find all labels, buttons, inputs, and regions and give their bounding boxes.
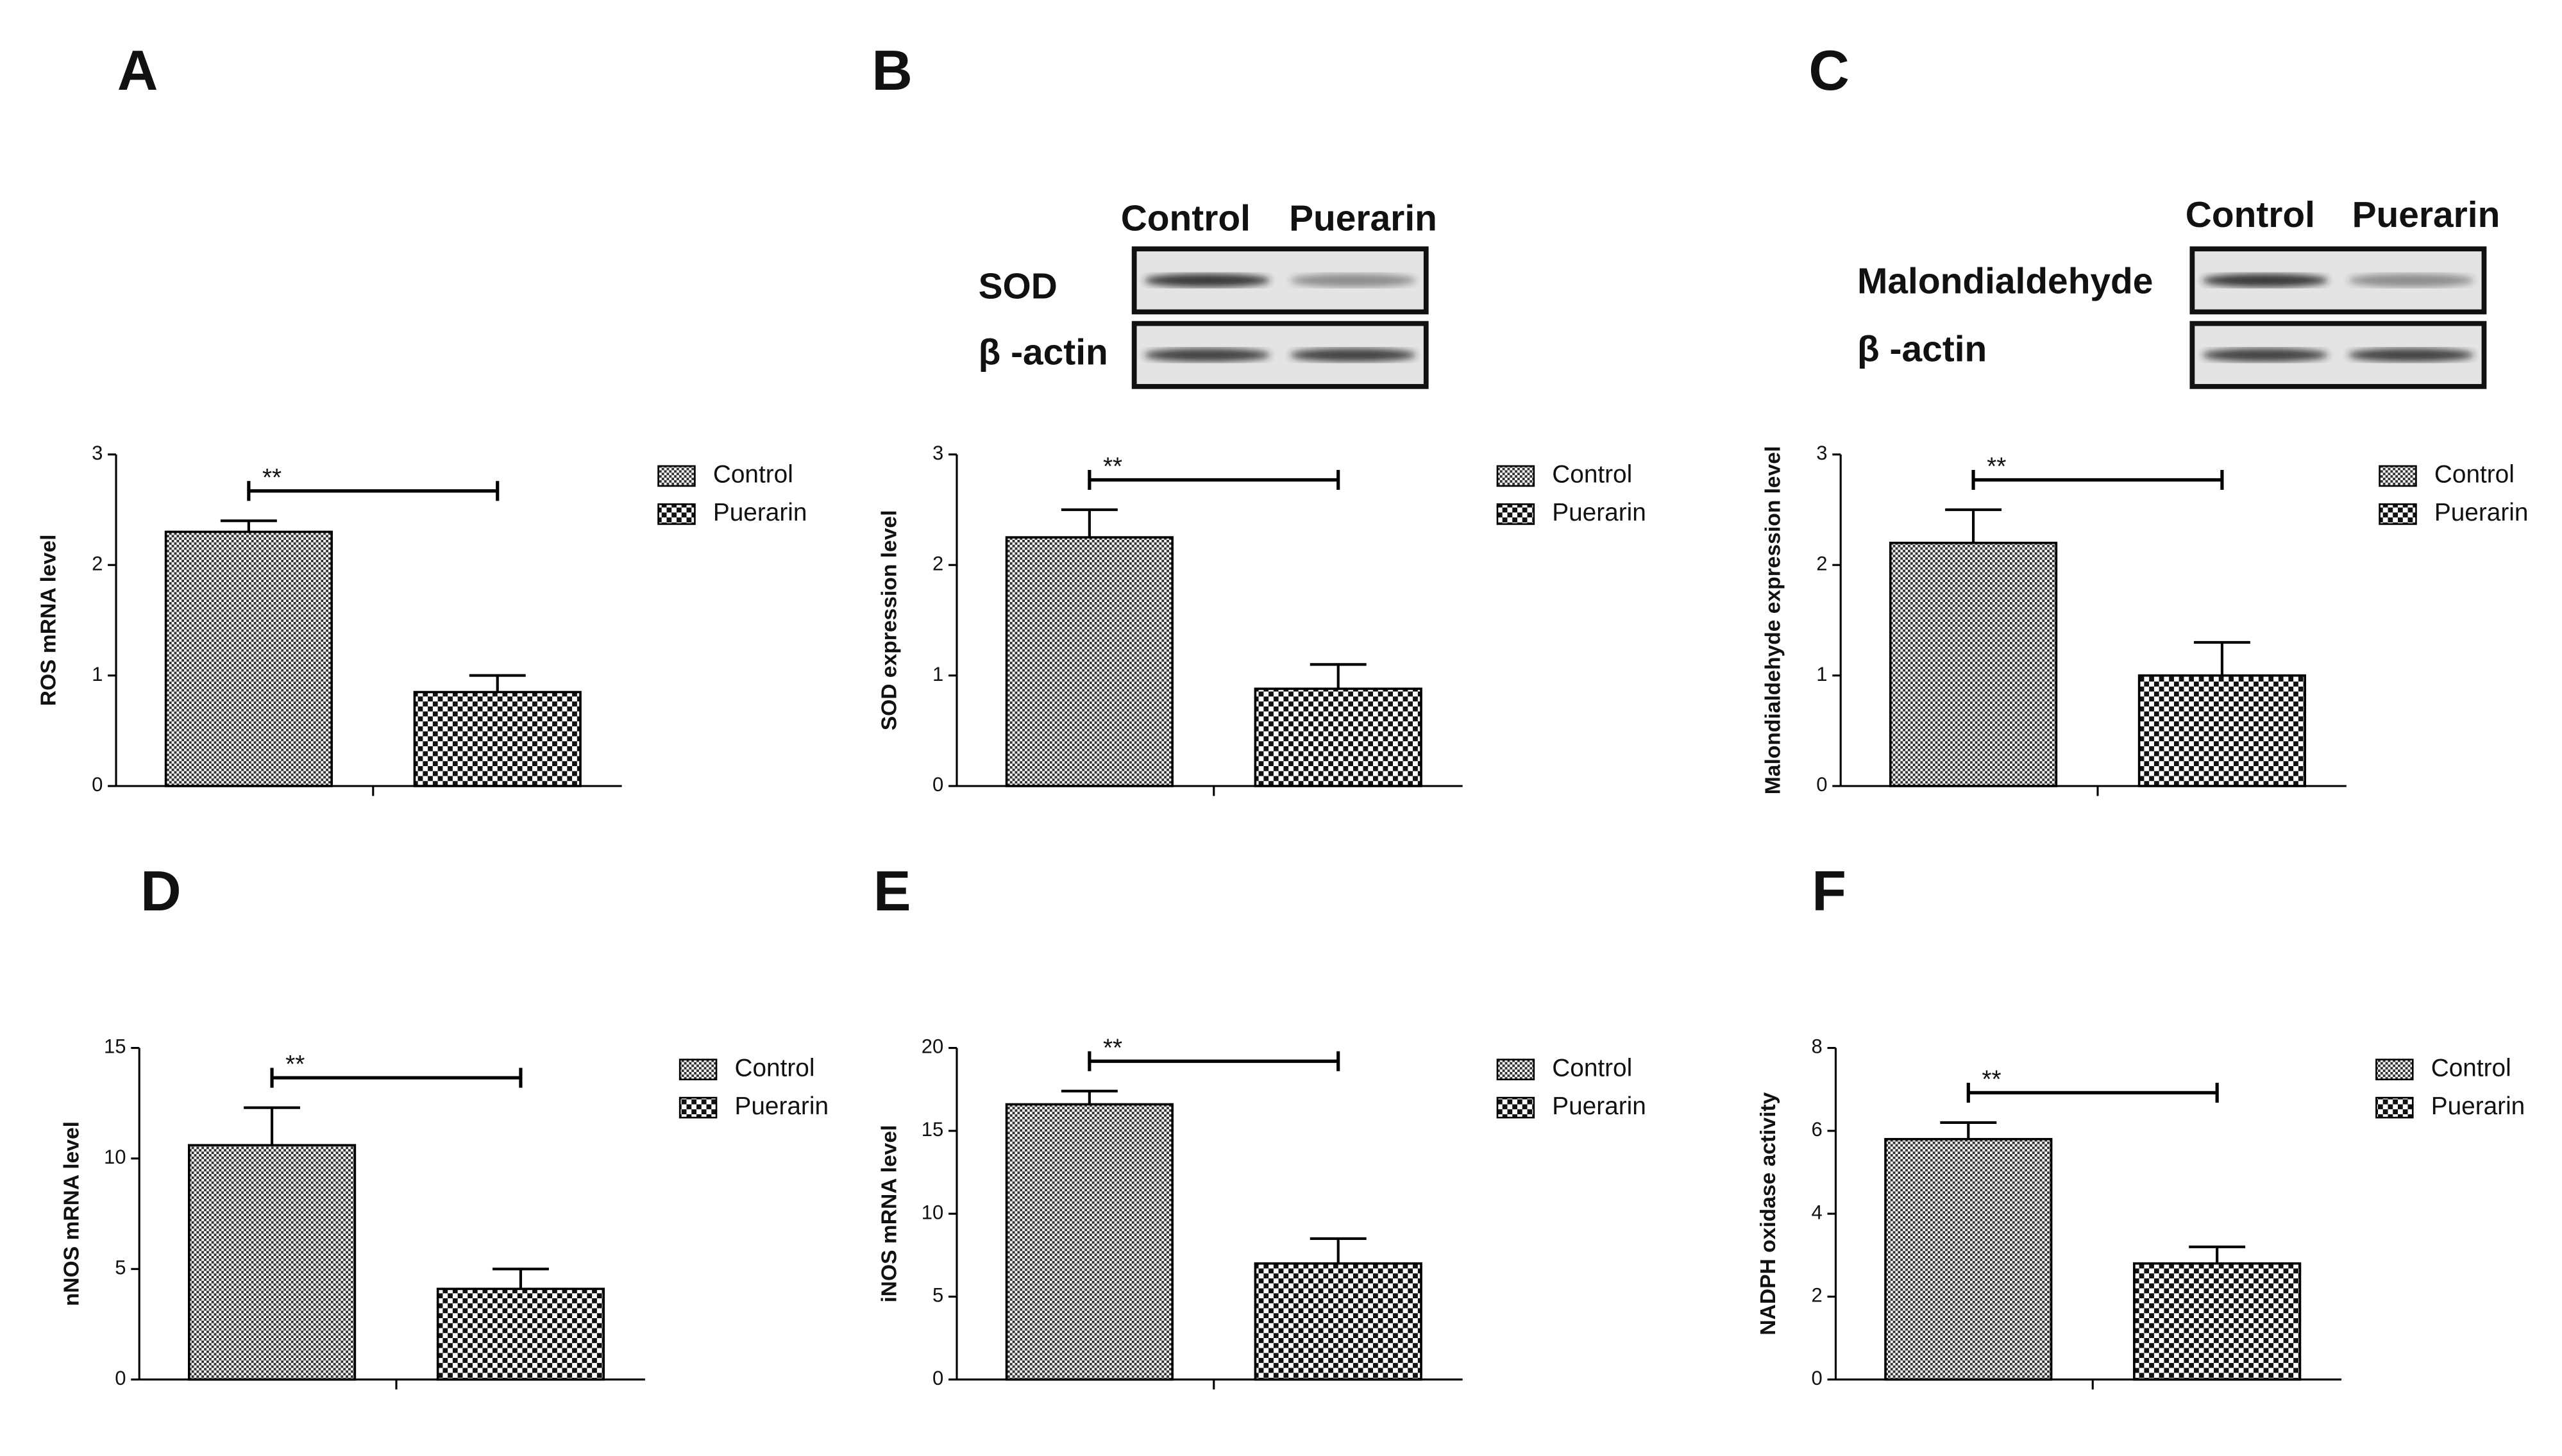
- y-tick-label: 0: [115, 1367, 126, 1389]
- legend-swatch: [2379, 503, 2417, 525]
- bar: [1005, 1103, 1174, 1381]
- bar: [436, 1287, 605, 1381]
- y-axis-label: SOD expression level: [877, 510, 901, 731]
- y-tick-label: 2: [1812, 1284, 1823, 1307]
- y-tick-label: 2: [1816, 552, 1827, 574]
- legend-label: Control: [1552, 1054, 1632, 1082]
- blot-column-label: Puerarin: [2352, 195, 2500, 235]
- legend-label: Puerarin: [2434, 499, 2529, 526]
- y-axis-label: NADPH oxidase activity: [1757, 1092, 1780, 1335]
- legend-swatch: [657, 503, 696, 525]
- blot-column-label: Control: [2186, 195, 2315, 235]
- significance-label: **: [1103, 453, 1122, 481]
- y-tick-label: 0: [1812, 1367, 1823, 1389]
- legend-swatch: [2379, 465, 2417, 487]
- bar: [2137, 674, 2307, 787]
- legend-swatch: [1496, 1096, 1535, 1119]
- panel-label: E: [873, 859, 911, 923]
- y-tick-label: 2: [932, 552, 943, 574]
- panel-label: B: [872, 38, 912, 102]
- legend-label: Puerarin: [1552, 499, 1646, 526]
- bar: [1889, 541, 2058, 787]
- y-tick-label: 3: [92, 442, 103, 464]
- blot-band: [2202, 348, 2329, 362]
- legend-swatch: [1496, 503, 1535, 525]
- y-tick-label: 4: [1812, 1201, 1823, 1223]
- blot-band: [1144, 348, 1270, 362]
- blot-column-label: Control: [1121, 198, 1251, 238]
- y-tick-label: 0: [1816, 773, 1827, 796]
- y-tick-label: 1: [1816, 663, 1827, 685]
- legend-swatch: [2375, 1096, 2414, 1119]
- bar: [1254, 1262, 1422, 1381]
- legend-label: Control: [734, 1054, 814, 1082]
- legend-swatch: [678, 1059, 718, 1080]
- legend-label: Puerarin: [2431, 1092, 2525, 1120]
- blot-band: [2348, 274, 2474, 287]
- panel-label: F: [1812, 859, 1846, 923]
- y-tick-label: 0: [932, 1367, 943, 1389]
- y-axis-label: nNOS mRNA level: [60, 1121, 84, 1306]
- y-tick-label: 2: [92, 552, 103, 574]
- blot-row-label: β -actin: [1857, 330, 1987, 370]
- panel-label: A: [117, 38, 158, 102]
- y-tick-label: 15: [922, 1118, 944, 1141]
- blot-row-label: Malondialdehyde: [1857, 262, 2153, 302]
- y-axis-label: Malondialdehyde expression level: [1762, 446, 1785, 795]
- y-tick-label: 0: [932, 773, 943, 796]
- y-axis-label: iNOS mRNA level: [877, 1125, 901, 1303]
- legend-swatch: [1496, 1059, 1535, 1080]
- blot-band: [1144, 274, 1270, 287]
- blot-band: [1290, 274, 1417, 287]
- significance-label: **: [1982, 1066, 2001, 1094]
- y-tick-label: 6: [1812, 1118, 1823, 1141]
- y-tick-label: 10: [922, 1201, 944, 1223]
- significance-label: **: [285, 1051, 305, 1078]
- legend-swatch: [1496, 465, 1535, 487]
- panel-label: C: [1808, 38, 1849, 102]
- panel-label: D: [140, 859, 181, 923]
- legend-label: Control: [1552, 461, 1632, 489]
- bar: [1254, 687, 1422, 787]
- y-axis-label: ROS mRNA level: [37, 535, 60, 707]
- legend-label: Puerarin: [713, 499, 807, 526]
- y-tick-label: 1: [92, 663, 103, 685]
- legend-swatch: [2375, 1059, 2414, 1080]
- blot-band: [2348, 348, 2474, 362]
- y-tick-label: 20: [922, 1035, 944, 1058]
- y-tick-label: 8: [1812, 1035, 1823, 1058]
- blot-row-label: β -actin: [979, 333, 1108, 373]
- bar: [187, 1144, 357, 1381]
- blot-band: [2202, 274, 2329, 287]
- y-tick-label: 10: [104, 1146, 126, 1168]
- y-tick-label: 15: [104, 1035, 126, 1058]
- legend-label: Control: [2434, 461, 2515, 489]
- legend-label: Puerarin: [734, 1092, 829, 1120]
- bar: [413, 690, 582, 787]
- legend-label: Puerarin: [1552, 1092, 1646, 1120]
- y-tick-label: 0: [92, 773, 103, 796]
- blot-row-label: SOD: [979, 266, 1058, 306]
- blot-band: [1290, 348, 1417, 362]
- y-tick-label: 3: [932, 442, 943, 464]
- significance-label: **: [1987, 453, 2006, 481]
- bar: [164, 530, 333, 787]
- bar: [2133, 1262, 2302, 1381]
- legend-swatch: [657, 465, 696, 487]
- bar: [1884, 1137, 2053, 1381]
- legend-label: Control: [713, 461, 793, 489]
- legend-swatch: [678, 1096, 718, 1119]
- y-tick-label: 3: [1816, 442, 1827, 464]
- y-tick-label: 5: [115, 1257, 126, 1279]
- legend-label: Control: [2431, 1054, 2511, 1082]
- bar: [1005, 536, 1174, 787]
- y-tick-label: 5: [932, 1284, 943, 1307]
- significance-label: **: [1103, 1034, 1122, 1062]
- blot-column-label: Puerarin: [1289, 198, 1437, 238]
- y-tick-label: 1: [932, 663, 943, 685]
- significance-label: **: [262, 464, 282, 492]
